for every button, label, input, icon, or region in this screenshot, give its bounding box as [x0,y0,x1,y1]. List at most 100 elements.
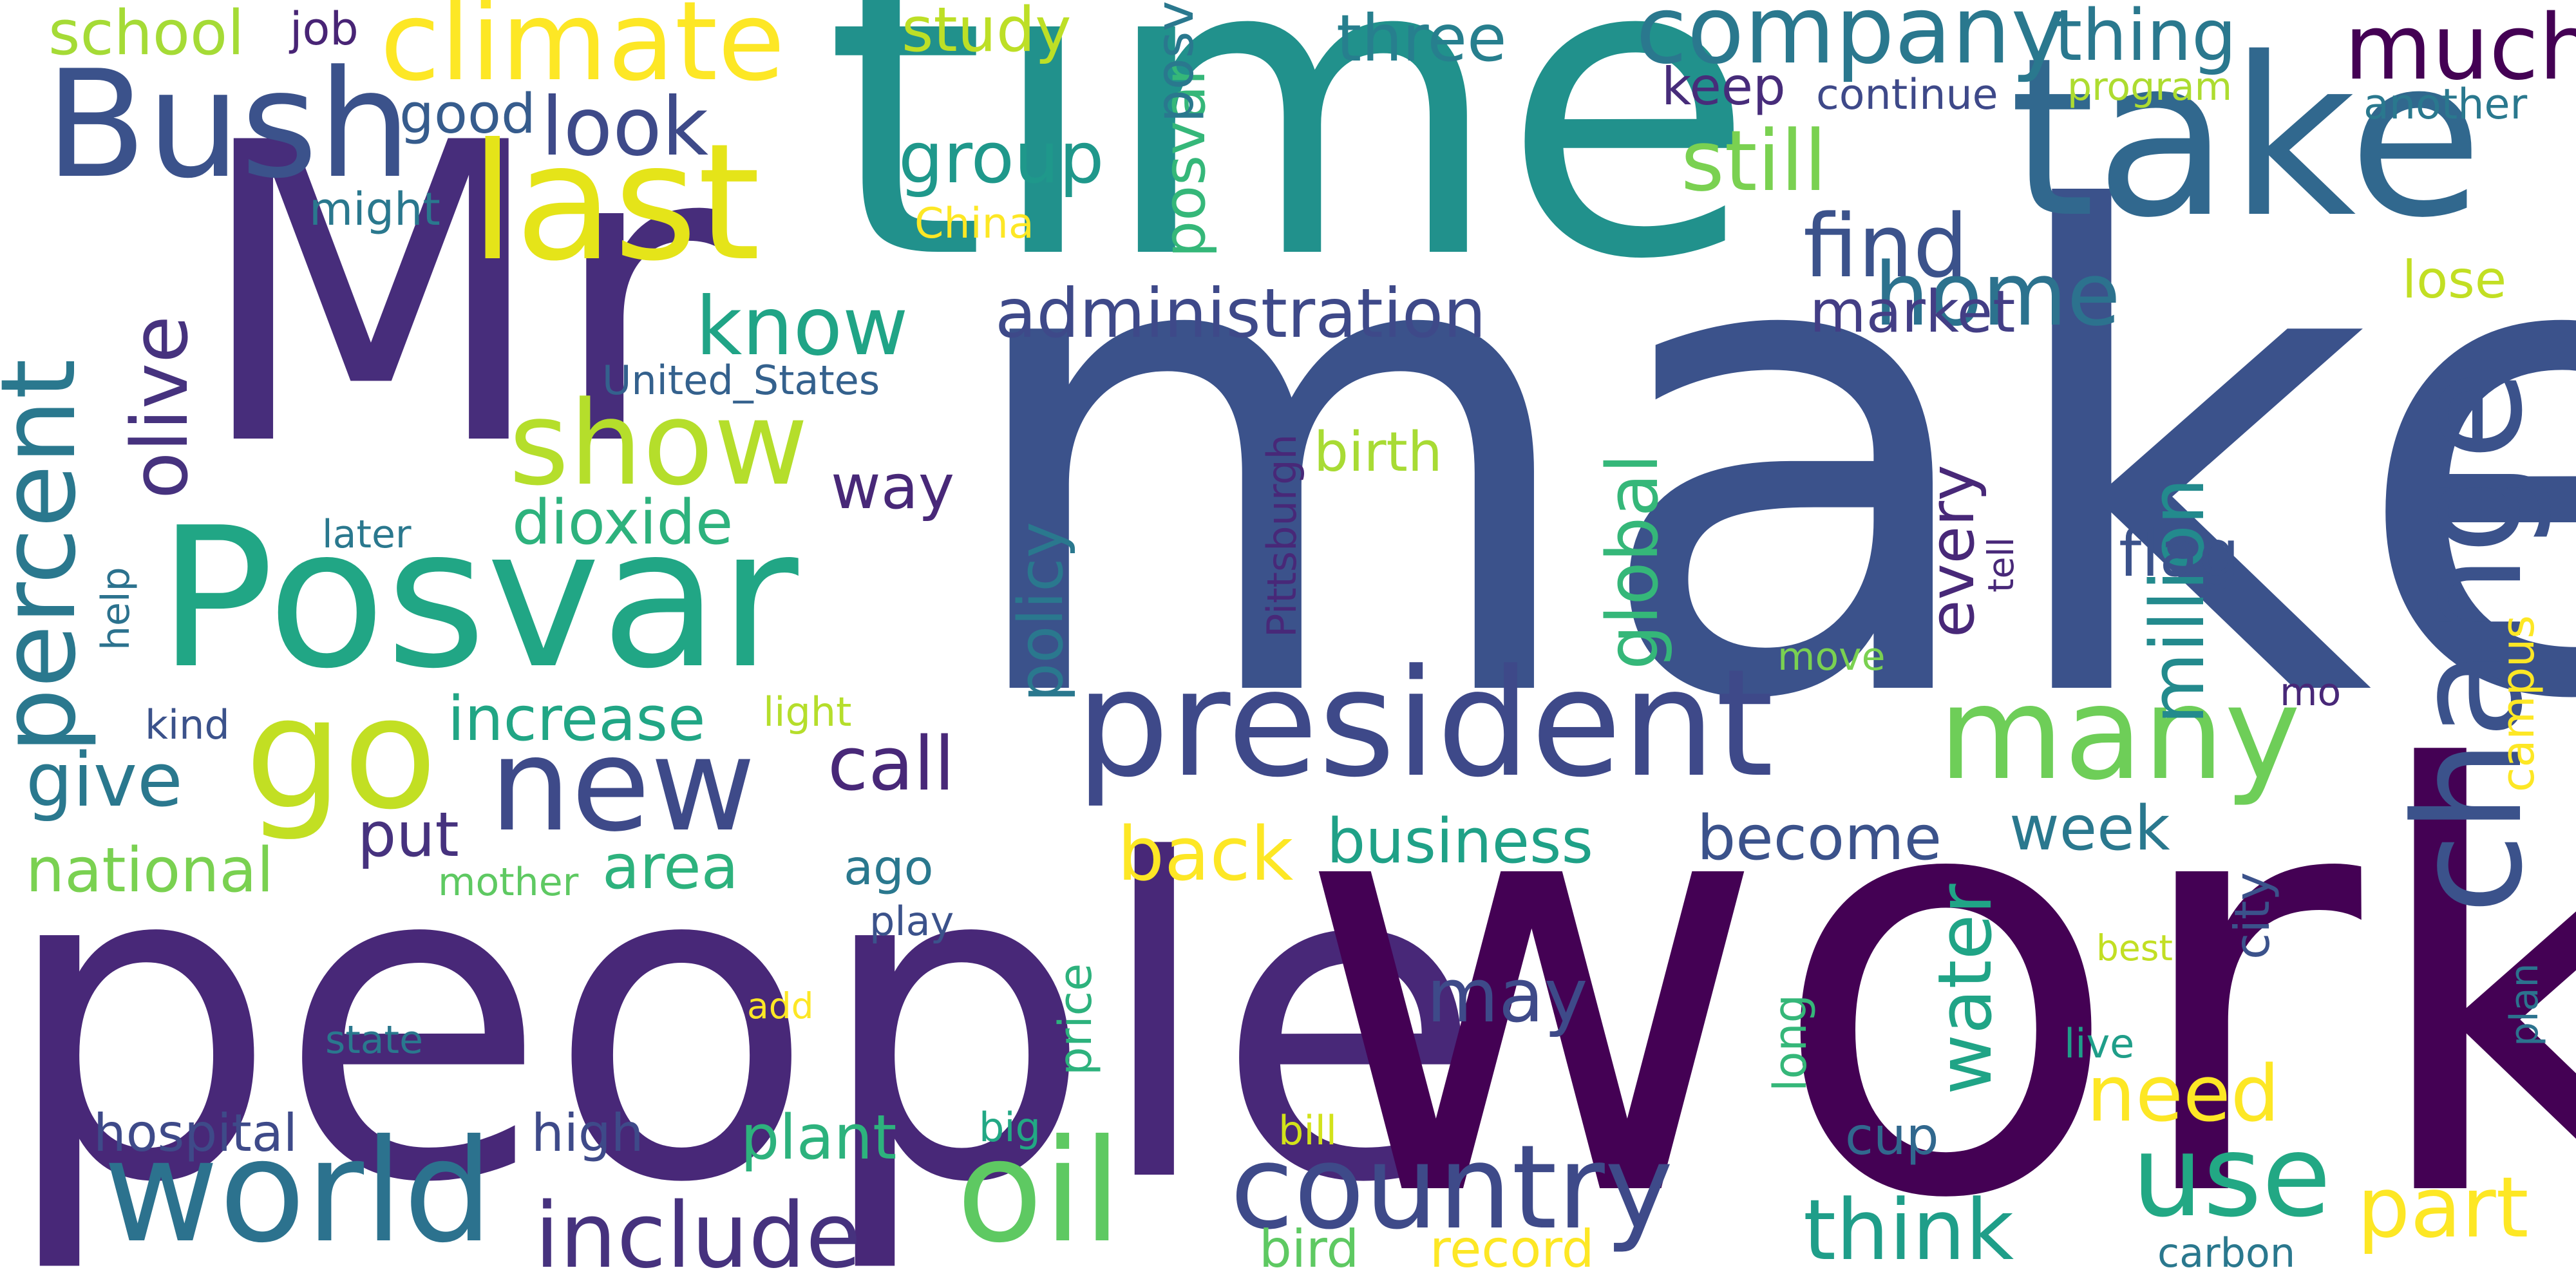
word-birth: birth [1314,421,1443,484]
word-oil: oil [956,1109,1122,1274]
word-later: later [322,512,412,557]
word-bird: bird [1259,1219,1359,1279]
word-time: time [824,0,1756,349]
word-need: need [2087,1050,2280,1139]
word-dioxide: dioxide [512,488,734,558]
word-big: big [979,1104,1041,1151]
word-another: another [2363,80,2528,129]
word-posvar-small-b: posvar [1145,0,1205,122]
word-united-states: United_States [602,357,880,404]
word-continue: continue [1816,71,1998,119]
word-thing: thing [2054,0,2237,77]
word-put: put [357,800,459,871]
word-president: president [1075,638,1774,810]
word-may: may [1426,953,1588,1039]
word-back: back [1117,811,1294,898]
word-country: country [1230,1121,1674,1255]
word-percent: percent [0,359,99,753]
word-add: add [747,985,814,1027]
word-become: become [1697,803,1942,874]
word-state: state [325,1018,423,1063]
word-kind: kind [145,701,230,748]
word-climate: climate [380,0,785,106]
word-high: high [531,1103,644,1163]
word-study: study [902,0,1072,66]
word-light: light [763,688,852,735]
word-mother: mother [438,860,579,905]
word-city: city [2224,872,2280,960]
word-group: group [898,117,1104,199]
word-hospital: hospital [93,1103,298,1163]
word-plant: plant [741,1103,897,1173]
word-bush: Bush [45,39,412,211]
word-best: best [2096,927,2173,969]
word-increase: increase [448,684,706,755]
word-new: new [489,710,756,860]
word-school: school [48,0,245,69]
word-ago: ago [844,839,934,896]
word-market: market [1810,278,2016,346]
word-china: China [914,200,1034,248]
word-flag: flag [2119,516,2240,591]
word-might: might [309,183,440,236]
word-home: home [1874,244,2121,345]
word-company: company [1636,0,2067,85]
word-program: program [2067,64,2233,109]
word-show: show [509,377,809,511]
word-world: world [103,1109,493,1274]
word-bill: bill [1278,1107,1338,1154]
word-cup: cup [1845,1106,1939,1166]
word-global: global [1591,453,1674,670]
word-play: play [869,898,954,945]
word-go: go [245,663,438,844]
word-carbon: carbon [2157,1229,2296,1276]
word-know: know [696,280,909,374]
word-million: million [2135,477,2221,724]
word-live: live [2064,1020,2135,1067]
word-area: area [602,832,739,903]
word-mr: Mr [193,56,719,536]
word-tell: tell [1980,537,2022,592]
word-way: way [831,452,955,523]
word-policy: policy [1006,522,1077,702]
word-business: business [1327,806,1594,877]
word-price: price [1049,963,1102,1075]
word-part: part [2357,1159,2529,1256]
word-campus: campus [2492,615,2544,792]
word-water: water [1922,884,2009,1095]
word-posvar-large: Posvar [158,486,799,711]
word-much: much [2344,0,2576,100]
word-help: help [93,567,138,650]
word-mo: mo [2280,670,2342,715]
word-work: work [1294,651,2576,1288]
word-administration: administration [995,274,1486,353]
word-week: week [2009,793,2170,864]
word-national: national [26,835,274,906]
word-find: find [1803,196,1969,297]
word-give: give [26,737,183,824]
word-record: record [1430,1219,1595,1279]
word-people: people [0,769,1484,1278]
word-move: move [1777,634,1886,679]
word-still: still [1681,112,1828,210]
word-use: use [2132,1112,2331,1242]
word-every: every [1917,464,1988,638]
word-pittsburgh: Pittsburgh [1258,434,1305,638]
word-lose: lose [2402,250,2507,310]
word-job: job [290,3,359,55]
word-three: three [1336,1,1507,76]
word-make: make [950,78,2576,843]
word-olive: olive [116,316,205,499]
word-look: look [541,80,709,174]
word-take: take [2009,11,2483,266]
word-include: include [535,1184,862,1288]
word-long: long [1764,994,1817,1092]
word-keep: keep [1662,57,1786,117]
word-last: last [470,109,761,296]
word-good: good [399,82,536,146]
word-call: call [828,721,955,808]
word-think: think [1803,1181,2014,1279]
word-plan: plan [2502,963,2547,1046]
word-many: many [1938,659,2301,809]
